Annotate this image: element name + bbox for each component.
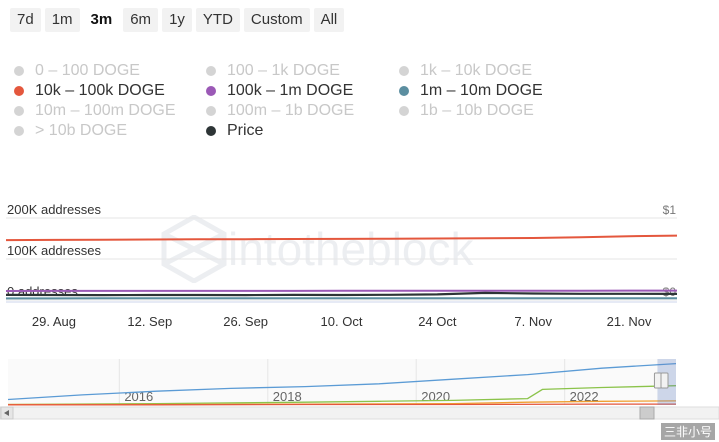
- series-line[interactable]: [5, 291, 678, 297]
- legend-item[interactable]: 100k – 1m DOGE: [206, 82, 353, 100]
- legend-label: 100k – 1m DOGE: [227, 82, 354, 99]
- legend-item[interactable]: 1m – 10m DOGE: [399, 82, 543, 100]
- x-tick-label: 7. Nov: [514, 314, 552, 329]
- legend-dot-icon: [206, 86, 216, 96]
- legend-label: > 10b DOGE: [35, 122, 128, 139]
- scrollbar-track[interactable]: [0, 406, 719, 420]
- legend-label: 100m – 1b DOGE: [227, 102, 355, 119]
- navigator-handle[interactable]: [660, 372, 669, 389]
- navigator-tick-label: 2018: [273, 389, 302, 404]
- legend-item[interactable]: 100m – 1b DOGE: [206, 102, 354, 120]
- legend-dot-icon: [206, 106, 216, 116]
- legend-label: 1b – 10b DOGE: [420, 102, 534, 119]
- x-tick-label: 12. Sep: [127, 314, 172, 329]
- watermark-text: intotheblock: [228, 223, 474, 275]
- range-button-ytd[interactable]: YTD: [195, 8, 240, 32]
- legend-item[interactable]: 10k – 100k DOGE: [14, 82, 165, 100]
- range-button-7d[interactable]: 7d: [10, 8, 41, 32]
- range-button-3m[interactable]: 3m: [83, 8, 120, 32]
- y-tick-label: 200K addresses: [7, 202, 101, 217]
- legend-dot-icon: [14, 86, 24, 96]
- legend-item[interactable]: 10m – 100m DOGE: [14, 102, 176, 120]
- x-tick-label: 24 Oct: [418, 314, 457, 329]
- navigator-series-line: [8, 403, 676, 406]
- arrow-left-icon: [4, 410, 9, 416]
- legend-label: 1k – 10k DOGE: [420, 62, 533, 79]
- legend-label: 10m – 100m DOGE: [35, 102, 176, 119]
- corner-mark: 三非小号: [660, 423, 715, 440]
- legend-item[interactable]: > 10b DOGE: [14, 122, 127, 140]
- legend-item[interactable]: 1k – 10k DOGE: [399, 62, 532, 80]
- legend-item[interactable]: 1b – 10b DOGE: [399, 102, 534, 120]
- y-right-tick-label: $1: [663, 203, 677, 217]
- legend-label: 1m – 10m DOGE: [420, 82, 543, 99]
- x-tick-label: 26. Sep: [223, 314, 268, 329]
- legend-dot-icon: [206, 66, 216, 76]
- legend-item[interactable]: Price: [206, 122, 263, 140]
- y-tick-label: 100K addresses: [7, 243, 101, 258]
- navigator-tick-label: 2022: [570, 389, 599, 404]
- navigator-series-line: [7, 385, 677, 406]
- time-range-selector: 7d 1m 3m 6m 1y YTD Custom All: [10, 8, 345, 32]
- navigator-tick-label: 2020: [421, 389, 450, 404]
- scrollbar-thumb[interactable]: [639, 406, 655, 420]
- range-button-1m[interactable]: 1m: [44, 8, 80, 32]
- legend-item[interactable]: 0 – 100 DOGE: [14, 62, 140, 80]
- series-line[interactable]: [5, 234, 678, 242]
- legend-label: 0 – 100 DOGE: [35, 62, 140, 79]
- x-tick-label: 21. Nov: [607, 314, 652, 329]
- x-tick-label: 29. Aug: [32, 314, 76, 329]
- legend-item[interactable]: 100 – 1k DOGE: [206, 62, 340, 80]
- navigator-series-line: [7, 362, 677, 401]
- legend-label: 100 – 1k DOGE: [227, 62, 340, 79]
- range-button-custom[interactable]: Custom: [243, 8, 310, 32]
- y-right-tick-label: $0: [663, 285, 677, 299]
- legend-dot-icon: [14, 106, 24, 116]
- range-button-6m[interactable]: 6m: [123, 8, 159, 32]
- watermark: intotheblock: [160, 215, 474, 283]
- range-button-all[interactable]: All: [313, 8, 345, 32]
- range-button-1y[interactable]: 1y: [162, 8, 192, 32]
- legend-dot-icon: [14, 66, 24, 76]
- legend-dot-icon: [399, 86, 409, 96]
- legend-dot-icon: [14, 126, 24, 136]
- legend-label: 10k – 100k DOGE: [35, 82, 165, 99]
- legend-label: Price: [227, 122, 264, 139]
- legend-dot-icon: [399, 106, 409, 116]
- navigator-chart[interactable]: 2016 2018 2020 2022: [0, 355, 719, 425]
- legend-dot-icon: [399, 66, 409, 76]
- navigator-handle[interactable]: [653, 372, 662, 389]
- x-tick-label: 10. Oct: [321, 314, 363, 329]
- legend-dot-icon: [206, 126, 216, 136]
